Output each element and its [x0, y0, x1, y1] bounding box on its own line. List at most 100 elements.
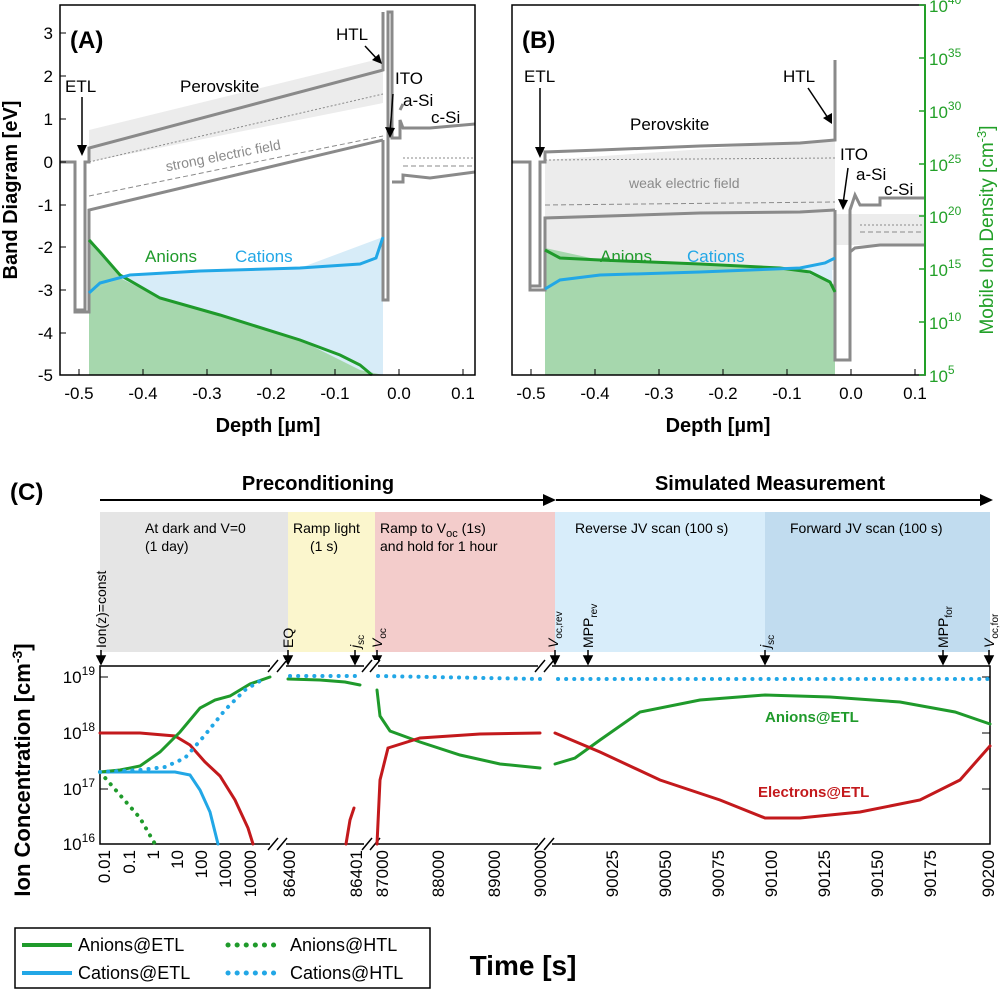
b-xlabel: Depth [µm]: [666, 415, 771, 437]
a-ytick: -5: [38, 366, 53, 385]
c-xlabel: Time [s]: [470, 950, 577, 981]
stage-2-line2: and hold for 1 hour: [380, 538, 498, 554]
cation-curve-b: [544, 256, 836, 291]
legend-anions-etl: Anions@ETL: [78, 935, 184, 955]
panel-a: -0.5 -0.4 -0.3 -0.2 -0.1 0.0 0.1 3 2 1 0…: [0, 4, 476, 437]
curve-cations-etl-seg1: [98, 770, 220, 846]
a-xtick: 0.0: [387, 384, 411, 403]
b-asi-label: a-Si: [856, 165, 886, 184]
panel-c: (C) Preconditioning Simulated Measuremen…: [9, 473, 1000, 981]
c-xtick: 90025: [603, 850, 622, 897]
panel-a-frame: [59, 4, 476, 376]
curve-anions-etl-seg1: [98, 675, 272, 774]
c-xtick: 87000: [373, 850, 392, 897]
panel-a-xticks: [78, 369, 464, 375]
legend-box: [14, 927, 431, 989]
b-csi-label: c-Si: [884, 180, 913, 199]
a-ytick: -3: [38, 281, 53, 300]
phase-preconditioning: Preconditioning: [242, 473, 394, 495]
c-xticks: 0.01 0.1 1 10 100 1000 10000 86400 86401…: [95, 850, 998, 897]
c-xtick: 90200: [979, 850, 998, 897]
cation-curve-a: [87, 236, 385, 295]
c-ytick: 1019: [63, 664, 96, 687]
marker-ion-const: Ion(z)=const: [93, 570, 109, 648]
curve-electrons-etl-seg1: [98, 731, 255, 846]
c-ylabel: Ion Concentration [cm-3]: [9, 643, 35, 896]
c-xtick: 90150: [868, 850, 887, 897]
b-etl-label: ETL: [524, 67, 555, 86]
marker-jsc: jsc: [757, 635, 777, 650]
b-y2label: Mobile Ion Density [cm-3]: [974, 125, 998, 334]
legend: Anions@ETL Anions@HTL Cations@ETL Cation…: [14, 927, 431, 989]
b-xtick: -0.2: [708, 384, 737, 403]
stage-4-line1: Forward JV scan (100 s): [790, 520, 943, 536]
c-xtick: 10000: [241, 850, 260, 897]
c-xtick: 0.1: [120, 850, 139, 874]
c-ytick: 1017: [63, 776, 96, 799]
b-xtick: -0.5: [516, 384, 545, 403]
b-y2tick: 1020: [929, 204, 962, 227]
c-xtick: 1: [144, 850, 163, 859]
curve-anions-etl-seg4: [553, 693, 992, 766]
c-xtick: 0.01: [95, 850, 114, 883]
label-anions-etl: Anions@ETL: [765, 709, 859, 726]
b-xtick: -0.3: [644, 384, 673, 403]
a-ito-label: ITO: [395, 69, 423, 88]
curve-electrons-etl-seg4: [553, 731, 992, 820]
legend-anions-htl: Anions@HTL: [290, 935, 397, 955]
a-ytick: 2: [44, 67, 53, 86]
a-ytick: 1: [44, 110, 53, 129]
a-xlabel: Depth [µm]: [216, 415, 321, 437]
b-y2tick: 1025: [929, 152, 962, 175]
b-cations-label: Cations: [687, 247, 745, 266]
c-xtick: 86401: [347, 850, 366, 897]
curve-anions-etl-seg3: [375, 688, 542, 770]
anion-curve-a: [87, 238, 373, 377]
marker-voc-star: Voc: [369, 628, 389, 648]
c-xtick: 86400: [280, 850, 299, 897]
a-xtick: -0.4: [128, 384, 157, 403]
c-xtick: 89000: [485, 850, 504, 897]
c-xtick: 88000: [429, 850, 448, 897]
stage-1-line1: Ramp light: [293, 520, 360, 536]
a-ytick: -2: [38, 238, 53, 257]
b-xtick: -0.1: [772, 384, 801, 403]
c-xtick: 90175: [921, 850, 940, 897]
b-htl-label: HTL: [783, 67, 815, 86]
stage-1-line2: (1 s): [310, 538, 338, 554]
b-perovskite-label: Perovskite: [630, 115, 709, 134]
c-ytick: 1018: [63, 720, 96, 743]
a-ylabel: Band Diagram [eV]: [0, 101, 22, 280]
a-htl-label: HTL: [336, 25, 368, 44]
curve-cations-htl-seg3: [376, 674, 542, 681]
label-electrons-etl: Electrons@ETL: [758, 784, 869, 801]
a-ytick: -1: [38, 196, 53, 215]
stage-reverse-scan: [555, 512, 765, 652]
panel-a-fills: [89, 58, 383, 375]
stage-0-line1: At dark and V=0: [145, 520, 246, 536]
c-ytick: 1016: [63, 831, 96, 854]
legend-cations-htl: Cations@HTL: [290, 963, 403, 983]
stage-ramp-light: [288, 512, 375, 652]
b-y2tick: 1040: [929, 0, 962, 16]
curve-anions-htl-seg1: [98, 770, 157, 846]
a-xtick: -0.2: [256, 384, 285, 403]
c-xtick: 90000: [531, 850, 550, 897]
a-ytick: 3: [44, 24, 53, 43]
panel-a-bands: [60, 10, 476, 314]
b-xtick: 0.1: [903, 384, 927, 403]
c-xtick: 90050: [656, 850, 675, 897]
a-xtick: -0.1: [320, 384, 349, 403]
c-xtick: 90075: [709, 850, 728, 897]
c-xtick: 100: [192, 850, 211, 878]
stage-0-line2: (1 day): [145, 538, 189, 554]
stage-dark: [100, 512, 288, 652]
marker-voc-rev: Voc,rev: [545, 611, 565, 648]
b-xtick: 0.0: [839, 384, 863, 403]
curve-electrons-etl-seg3: [375, 731, 542, 846]
curve-cations-htl-seg1: [98, 676, 267, 774]
a-anions-label: Anions: [145, 247, 197, 266]
marker-eq: EQ: [280, 628, 296, 648]
b-y2tick: 1010: [929, 310, 962, 333]
